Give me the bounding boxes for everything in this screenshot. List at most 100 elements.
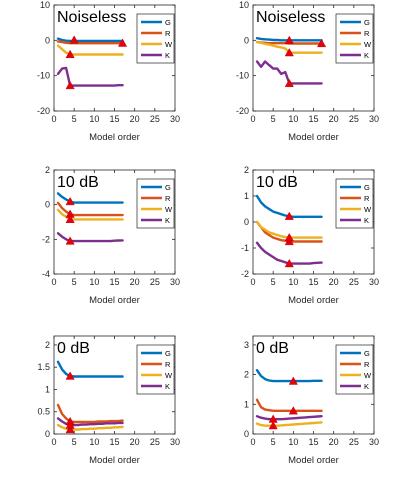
x-tick-label: 5 — [271, 114, 276, 124]
x-tick-label: 10 — [89, 437, 99, 447]
y-tick-label: -10 — [37, 71, 50, 81]
x-tick-label: 30 — [369, 114, 379, 124]
x-tick-label: 20 — [329, 437, 339, 447]
x-tick-label: 5 — [271, 277, 276, 287]
legend-label-K: K — [364, 51, 369, 60]
selected-order-marker-K — [65, 80, 75, 90]
selected-order-marker-G — [69, 35, 79, 44]
legend-label-G: G — [165, 349, 171, 358]
legend-label-W: W — [364, 205, 372, 214]
series-line-R — [255, 398, 323, 412]
x-tick-label: 5 — [271, 437, 276, 447]
y-tick-label: 0 — [244, 35, 249, 45]
selected-order-marker-G — [65, 371, 75, 380]
y-tick-label: 2 — [244, 370, 249, 380]
x-tick-label: 30 — [369, 277, 379, 287]
x-axis-label: Model order — [89, 132, 140, 143]
selected-order-marker-K — [65, 420, 75, 429]
x-axis-label: Model order — [288, 295, 339, 306]
x-tick-label: 0 — [51, 114, 56, 124]
panel-title: 0 dB — [57, 340, 90, 357]
legend-label-W: W — [165, 205, 173, 214]
selected-order-marker-K — [284, 258, 294, 268]
legend-label-G: G — [364, 349, 370, 358]
x-tick-label: 15 — [109, 114, 119, 124]
selected-order-marker-K — [65, 236, 75, 245]
chart-panel-2: 0 5 10 15 20 25 30 -20 -10 0 10 Model order Noiseles… — [236, 0, 379, 143]
x-axis-label: Model order — [288, 455, 339, 466]
panel-title: 10 dB — [57, 174, 99, 191]
legend-label-R: R — [165, 29, 171, 38]
x-tick-label: 5 — [72, 437, 77, 447]
x-tick-label: 0 — [51, 277, 56, 287]
selected-order-marker-W — [65, 214, 75, 223]
legend-label-G: G — [165, 18, 171, 27]
x-tick-label: 25 — [150, 114, 160, 124]
y-tick-label: 1 — [45, 384, 50, 394]
x-axis-label: Model order — [89, 455, 140, 466]
y-tick-label: 0 — [45, 429, 50, 439]
panel-title: 10 dB — [256, 174, 298, 191]
x-tick-label: 10 — [288, 114, 298, 124]
selected-order-marker-W — [268, 421, 278, 430]
x-tick-label: 5 — [72, 277, 77, 287]
y-tick-label: 2 — [244, 165, 249, 175]
x-tick-label: 0 — [250, 277, 255, 287]
selected-order-marker-W — [284, 232, 294, 242]
legend-label-K: K — [364, 216, 369, 225]
x-tick-label: 5 — [72, 114, 77, 124]
x-tick-label: 10 — [89, 277, 99, 287]
y-tick-label: 3 — [244, 340, 249, 350]
y-tick-label: 0 — [244, 429, 249, 439]
x-tick-label: 10 — [288, 437, 298, 447]
panel-title: Noiseless — [256, 9, 325, 26]
y-tick-label: 2 — [45, 165, 50, 175]
x-tick-label: 15 — [308, 114, 318, 124]
x-tick-label: 30 — [170, 437, 180, 447]
selected-order-marker-K — [284, 78, 294, 88]
legend-label-R: R — [364, 360, 370, 369]
y-tick-label: -2 — [241, 269, 249, 279]
selected-order-marker-R — [118, 38, 128, 47]
y-tick-label: -2 — [42, 234, 50, 244]
x-tick-label: 30 — [369, 437, 379, 447]
y-tick-label: 1.5 — [37, 362, 50, 372]
legend-label-R: R — [364, 194, 370, 203]
legend-label-R: R — [165, 194, 171, 203]
selected-order-marker-G — [65, 196, 75, 206]
selected-order-marker-G — [284, 35, 294, 44]
legend-label-G: G — [165, 183, 171, 192]
legend-label-K: K — [165, 51, 170, 60]
x-tick-label: 20 — [130, 114, 140, 124]
series-line-K — [255, 415, 323, 421]
y-tick-label: 2 — [45, 340, 50, 350]
x-tick-label: 10 — [288, 277, 298, 287]
x-tick-label: 15 — [109, 437, 119, 447]
series-line-R — [56, 40, 124, 45]
legend-label-W: W — [165, 40, 173, 49]
x-tick-label: 25 — [150, 277, 160, 287]
x-tick-label: 20 — [329, 114, 339, 124]
x-tick-label: 20 — [130, 437, 140, 447]
x-tick-label: 30 — [170, 277, 180, 287]
selected-order-marker-G — [284, 211, 294, 220]
series-line-W — [255, 421, 323, 427]
x-tick-label: 25 — [349, 277, 359, 287]
y-tick-label: -20 — [236, 106, 249, 116]
legend-label-K: K — [165, 216, 170, 225]
x-tick-label: 20 — [130, 277, 140, 287]
selected-order-marker-W — [65, 424, 75, 434]
selected-order-marker-R — [288, 406, 298, 415]
y-tick-label: 0 — [244, 217, 249, 227]
y-tick-label: 1 — [244, 399, 249, 409]
series-line-K — [56, 66, 124, 87]
x-tick-label: 25 — [349, 114, 359, 124]
selected-order-marker-W — [284, 48, 294, 57]
x-tick-label: 30 — [170, 114, 180, 124]
